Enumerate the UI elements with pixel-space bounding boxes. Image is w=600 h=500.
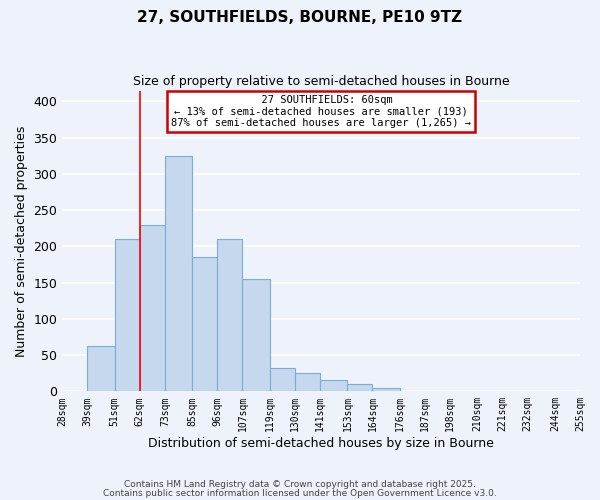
Bar	[295, 373, 320, 392]
Bar	[115, 239, 140, 392]
Bar	[192, 258, 217, 392]
Bar	[400, 390, 425, 392]
Y-axis label: Number of semi-detached properties: Number of semi-detached properties	[15, 126, 28, 356]
Bar	[320, 380, 347, 392]
Text: Contains public sector information licensed under the Open Government Licence v3: Contains public sector information licen…	[103, 490, 497, 498]
Bar	[88, 346, 115, 392]
Bar	[270, 368, 295, 392]
X-axis label: Distribution of semi-detached houses by size in Bourne: Distribution of semi-detached houses by …	[148, 437, 494, 450]
Bar	[165, 156, 192, 392]
Text: 27 SOUTHFIELDS: 60sqm
← 13% of semi-detached houses are smaller (193)
87% of sem: 27 SOUTHFIELDS: 60sqm ← 13% of semi-deta…	[171, 95, 471, 128]
Bar	[140, 224, 165, 392]
Bar	[373, 388, 400, 392]
Title: Size of property relative to semi-detached houses in Bourne: Size of property relative to semi-detach…	[133, 75, 509, 88]
Bar	[242, 279, 270, 392]
Text: 27, SOUTHFIELDS, BOURNE, PE10 9TZ: 27, SOUTHFIELDS, BOURNE, PE10 9TZ	[137, 10, 463, 25]
Bar	[347, 384, 373, 392]
Bar	[217, 239, 242, 392]
Text: Contains HM Land Registry data © Crown copyright and database right 2025.: Contains HM Land Registry data © Crown c…	[124, 480, 476, 489]
